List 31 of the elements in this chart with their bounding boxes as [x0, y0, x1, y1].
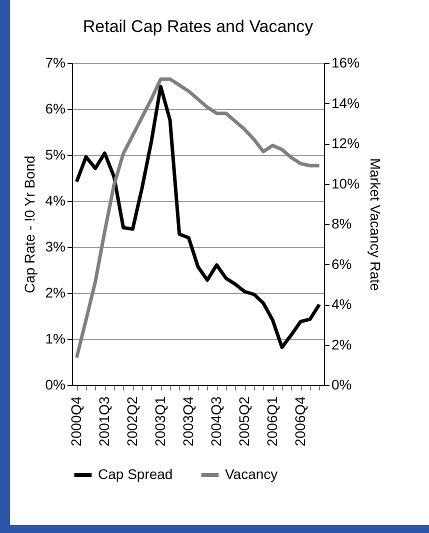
y2-tick-label: 10%: [332, 175, 360, 192]
y-tick-label: 7%: [45, 54, 66, 70]
y2-axis-title: Market Vacancy Rate: [368, 158, 384, 292]
y-tick-label: 6%: [45, 100, 66, 116]
y-tick-label: 5%: [45, 146, 66, 162]
x-tick-label: 2002Q2: [124, 396, 140, 446]
x-tick-label: 2003Q4: [180, 396, 196, 446]
x-tick-label: 2001Q3: [96, 396, 112, 446]
x-tick-label: 2005Q2: [236, 396, 252, 446]
y2-tick-label: 12%: [332, 135, 360, 151]
y-tick-label: 4%: [45, 192, 66, 208]
y-tick-label: 3%: [45, 238, 66, 254]
chart-title: Retail Cap Rates and Vacancy: [82, 17, 314, 36]
y-tick-label: 2%: [45, 284, 66, 300]
y2-tick-label: 2%: [332, 336, 352, 352]
y-tick-label: 0%: [45, 376, 66, 392]
legend-label: Cap Spread: [98, 466, 173, 482]
x-tick-label: 2006Q4: [292, 396, 308, 446]
y2-tick-label: 4%: [332, 296, 352, 312]
y2-tick-label: 8%: [332, 216, 352, 232]
y2-tick-label: 6%: [332, 256, 352, 272]
x-tick-label: 2006Q1: [264, 396, 280, 446]
x-tick-label: 2000Q4: [68, 396, 84, 446]
y-axis-title: Cap Rate - !0 Yr Bond: [21, 156, 38, 294]
x-tick-label: 2003Q1: [152, 396, 168, 446]
y2-tick-label: 14%: [332, 94, 360, 111]
y-tick-label: 1%: [45, 330, 66, 346]
y2-tick-label: 0%: [332, 376, 352, 392]
y2-tick-label: 16%: [332, 54, 360, 70]
legend-label: Vacancy: [225, 466, 278, 482]
x-tick-label: 2004Q3: [208, 396, 224, 446]
